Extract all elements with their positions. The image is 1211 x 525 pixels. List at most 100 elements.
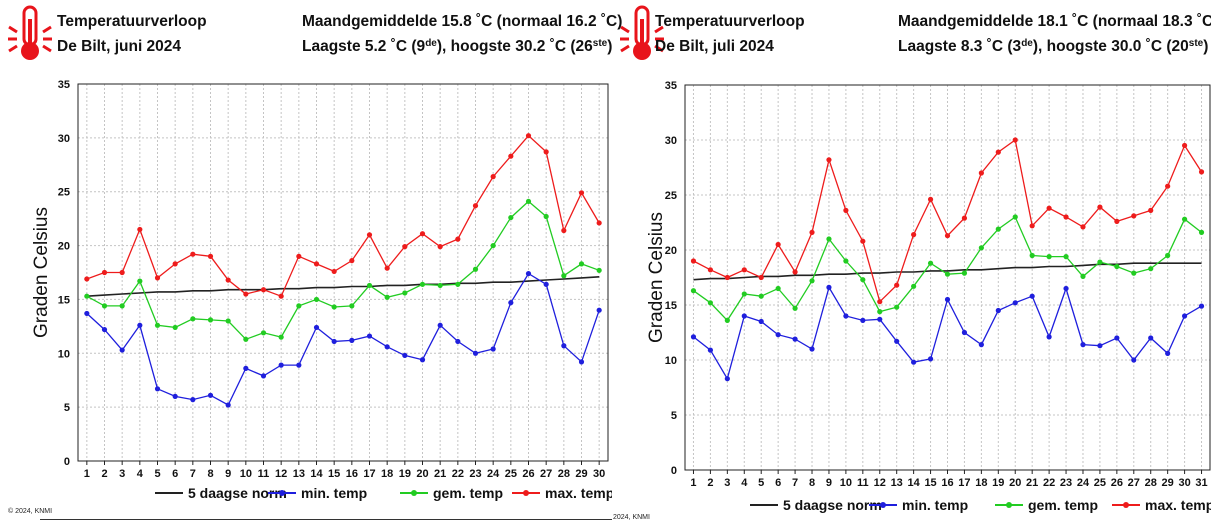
data-point-gem xyxy=(707,300,714,306)
data-point-max xyxy=(1046,205,1052,211)
y-tick-label: 15 xyxy=(665,300,677,312)
data-point-gem xyxy=(596,267,602,273)
x-tick-label: 3 xyxy=(724,477,730,489)
data-point-max xyxy=(1029,223,1035,229)
data-point-max xyxy=(543,149,549,155)
data-point-max xyxy=(1131,213,1137,219)
data-point-max xyxy=(225,277,231,283)
data-point-max xyxy=(1165,183,1171,189)
y-tick-label: 20 xyxy=(58,241,70,253)
data-point-min xyxy=(1046,334,1052,340)
data-point-min xyxy=(349,337,355,343)
data-point-gem xyxy=(455,281,461,287)
data-point-max xyxy=(508,153,514,159)
data-point-gem xyxy=(758,293,764,299)
data-point-min xyxy=(260,373,267,379)
x-tick-label: 13 xyxy=(891,477,903,489)
data-point-gem xyxy=(1114,263,1120,270)
data-point-min xyxy=(1063,285,1069,292)
data-point-max xyxy=(1080,224,1086,230)
x-tick-label: 11 xyxy=(258,468,270,480)
x-tick-label: 10 xyxy=(240,468,252,480)
data-point-gem xyxy=(437,282,443,289)
data-point-min xyxy=(741,313,747,319)
footer-rule xyxy=(40,519,612,520)
x-tick-label: 17 xyxy=(958,477,970,489)
x-tick-label: 26 xyxy=(1111,477,1123,489)
legend-label-gem: gem. temp xyxy=(1028,497,1098,513)
thermometer-icon xyxy=(620,5,664,60)
y-tick-label: 35 xyxy=(665,80,677,92)
data-point-max xyxy=(1181,142,1188,149)
data-point-max xyxy=(472,203,479,209)
series-line-max xyxy=(86,134,600,298)
data-point-min xyxy=(331,338,337,345)
y-tick-label: 10 xyxy=(58,348,70,360)
y-axis-label: Graden Celsius xyxy=(31,207,52,338)
data-point-max xyxy=(596,220,602,226)
series-line-norm xyxy=(86,276,600,297)
data-point-max xyxy=(1148,207,1154,213)
legend-label-gem: gem. temp xyxy=(433,485,503,501)
data-point-min xyxy=(384,344,390,350)
chart-panel-june: Temperatuurverloop De Bilt, juni 2024 Ma… xyxy=(8,5,622,520)
data-point-min xyxy=(437,322,443,328)
data-point-min xyxy=(809,346,815,352)
data-point-min xyxy=(1198,303,1205,309)
legend-marker-max xyxy=(1123,502,1129,508)
data-point-max xyxy=(978,170,984,176)
data-point-max xyxy=(525,133,532,139)
x-tick-label: 5 xyxy=(154,468,160,480)
data-point-min xyxy=(1012,300,1018,306)
data-point-min xyxy=(84,310,90,317)
y-tick-label: 0 xyxy=(64,456,70,468)
data-point-max xyxy=(1198,169,1205,175)
legend-marker-max xyxy=(523,490,529,496)
data-point-gem xyxy=(894,304,900,310)
x-tick-label: 13 xyxy=(293,468,305,480)
x-tick-label: 23 xyxy=(469,468,481,480)
data-point-min xyxy=(207,392,214,398)
x-tick-label: 20 xyxy=(1009,477,1021,489)
x-tick-label: 15 xyxy=(924,477,936,489)
data-point-min xyxy=(101,326,108,333)
data-point-min xyxy=(944,296,951,303)
data-point-max xyxy=(296,253,302,259)
data-point-min xyxy=(154,386,161,392)
legend-label-max: max. temp xyxy=(545,485,612,501)
data-point-gem xyxy=(1165,252,1171,259)
legend-label-min: min. temp xyxy=(902,497,968,513)
data-point-gem xyxy=(154,322,161,328)
y-tick-label: 5 xyxy=(671,410,677,422)
legend-label-max: max. temp xyxy=(1145,497,1211,513)
data-point-max xyxy=(792,269,798,275)
data-point-max xyxy=(260,287,267,293)
data-point-max xyxy=(101,269,108,276)
x-tick-label: 21 xyxy=(434,468,446,480)
data-point-max xyxy=(894,282,900,288)
x-tick-label: 1 xyxy=(690,477,696,489)
data-point-gem xyxy=(690,288,697,294)
data-point-gem xyxy=(490,242,496,249)
data-point-gem xyxy=(775,285,781,292)
x-tick-label: 27 xyxy=(540,468,552,480)
data-point-max xyxy=(961,215,968,221)
x-tick-label: 16 xyxy=(346,468,358,480)
data-point-min xyxy=(490,346,496,352)
data-point-min xyxy=(1080,342,1086,348)
monthly-average-text: Maandgemiddelde 15.8 ˚C (normaal 16.2 ˚C… xyxy=(302,13,623,30)
data-point-min xyxy=(119,347,125,353)
data-point-gem xyxy=(225,318,231,324)
data-point-gem xyxy=(741,291,747,297)
y-tick-label: 30 xyxy=(665,135,677,147)
data-point-gem xyxy=(260,330,267,336)
data-point-min xyxy=(775,332,781,338)
x-tick-label: 28 xyxy=(558,468,570,480)
data-point-max xyxy=(927,196,934,202)
data-point-max xyxy=(313,261,320,267)
x-tick-label: 28 xyxy=(1145,477,1157,489)
data-point-max xyxy=(877,299,883,305)
data-point-gem xyxy=(84,293,90,299)
data-point-max xyxy=(437,244,443,250)
